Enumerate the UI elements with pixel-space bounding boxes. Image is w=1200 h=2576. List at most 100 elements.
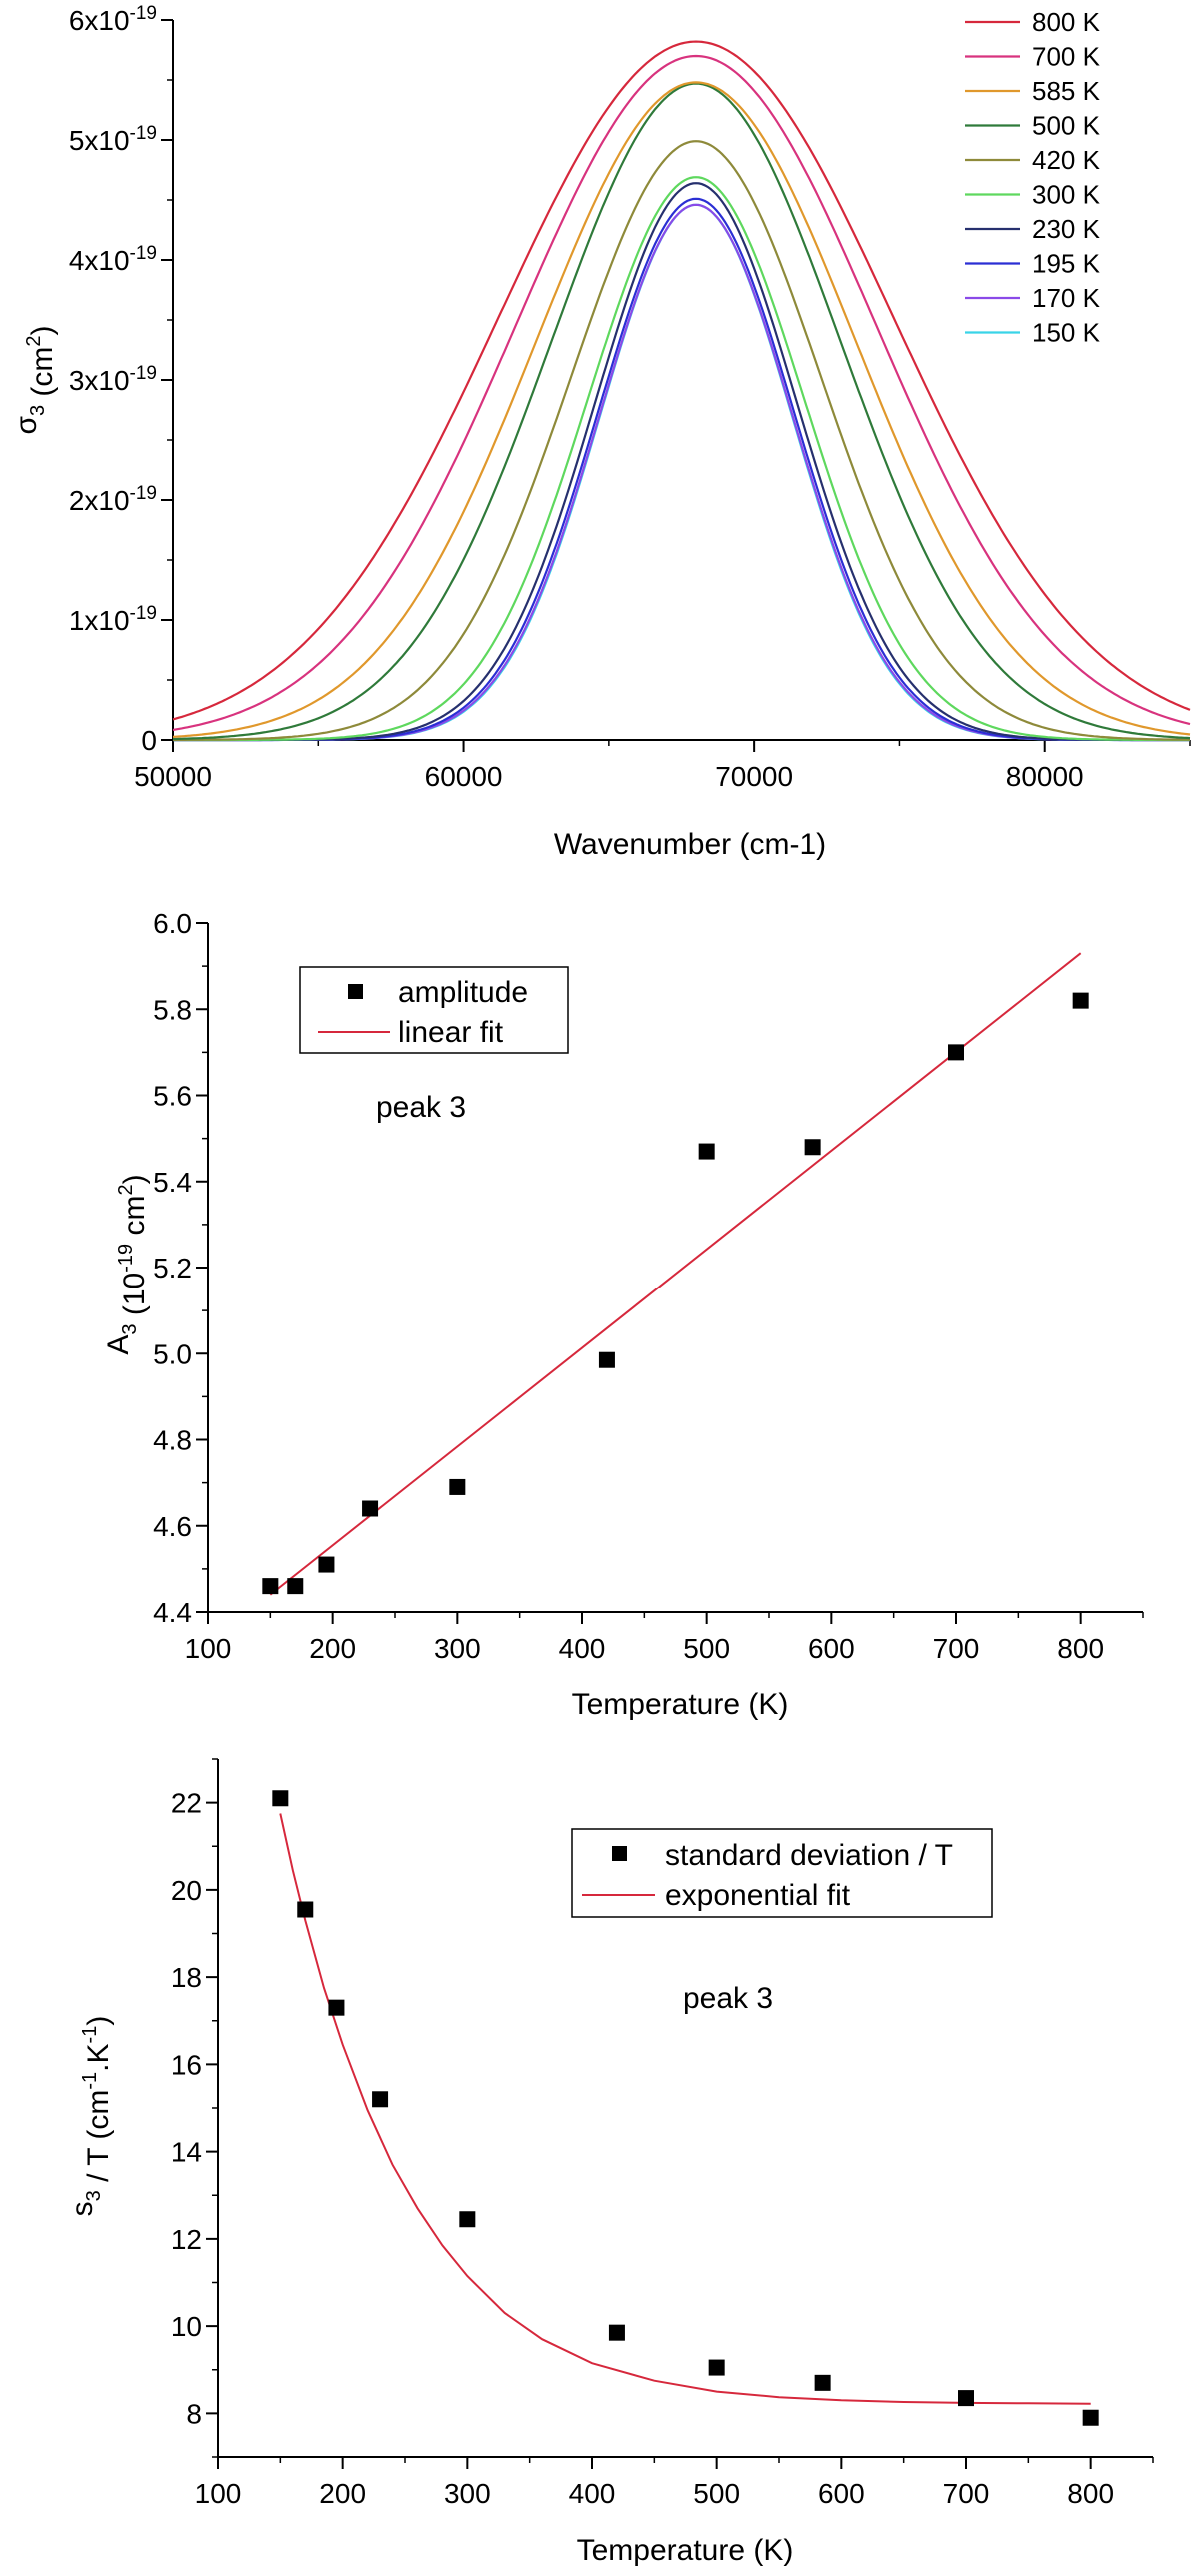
legend-box (571, 1828, 993, 1918)
tick-label: 14 (171, 2137, 202, 2168)
tick-label: 200 (309, 1633, 356, 1664)
tick-label: 8 (186, 2398, 202, 2429)
data-point (362, 1500, 379, 1517)
tick-label: 4.6 (153, 1511, 192, 1542)
tick-label: 20 (171, 1875, 202, 1906)
tick-label: 600 (818, 2478, 865, 2509)
y-axis-title: σ3 (cm2) (10, 325, 59, 434)
tick-label: 3x10-19 (69, 363, 157, 396)
data-point (708, 2359, 725, 2376)
tick-label: 4x10-19 (69, 243, 157, 276)
tick-label: 16 (171, 2049, 202, 2080)
series-line-300k (173, 176, 1190, 742)
amplitude-chart: 100 200 300 400 500 600 700 800 4.4 4.6 4.8 5.0 5.2 5… (102, 908, 1144, 1721)
data-point (372, 2091, 389, 2108)
series-line-585k (172, 81, 1191, 738)
annotation: peak 3 (376, 1091, 466, 1124)
legend-label: 585 K (1032, 76, 1101, 106)
data-point (598, 1351, 615, 1368)
series-line-230k (173, 182, 1190, 742)
series-line-500k (173, 82, 1191, 741)
y-axis-title: A3 (10-19 cm2) (102, 1174, 151, 1354)
legend-label: standard deviation / T (665, 1839, 953, 1872)
tick-label: 10 (171, 2311, 202, 2342)
legend-label: 195 K (1032, 249, 1101, 279)
legend-label: 420 K (1032, 145, 1101, 175)
data-point (287, 1578, 304, 1595)
tick-label: 5.2 (153, 1253, 192, 1284)
data-point (1082, 2409, 1099, 2426)
data-point (272, 1790, 289, 1807)
tick-label: 200 (319, 2478, 366, 2509)
tick-label: 4.4 (153, 1597, 192, 1628)
data-point (958, 2390, 974, 2407)
tick-label: 5.8 (153, 994, 192, 1025)
data-point (262, 1578, 279, 1595)
data-point (804, 1139, 821, 1156)
tick-label: 50000 (134, 761, 212, 792)
spectra-chart: 50000 60000 70000 80000 0 1x10-19 2x10-19 3x10-… (10, 3, 1191, 861)
tick-label: 6x10-19 (69, 3, 157, 36)
legend-label: 230 K (1032, 214, 1101, 244)
tick-label: 60000 (425, 761, 503, 792)
y-axis-title: s3 / T (cm-1.K-1) (66, 2016, 115, 2217)
tick-label: 5.6 (153, 1081, 192, 1112)
data-point (814, 2374, 831, 2391)
legend-box (299, 966, 569, 1054)
tick-label: 80000 (1006, 761, 1084, 792)
tick-label: 700 (933, 1633, 980, 1664)
annotation: peak 3 (683, 1982, 773, 2015)
tick-label: 600 (808, 1633, 855, 1664)
tick-label: 0 (141, 725, 157, 756)
legend-label: 700 K (1032, 42, 1101, 72)
legend-marker (348, 984, 363, 999)
tick-label: 5.0 (153, 1338, 192, 1369)
x-axis-title: Wavenumber (cm-1) (554, 828, 826, 861)
legend-label: 500 K (1032, 111, 1101, 141)
series-line-700k (172, 54, 1191, 731)
legend-label: 150 K (1032, 318, 1101, 348)
tick-label: 500 (683, 1633, 730, 1664)
data-point (459, 2211, 476, 2228)
series-line-800k (172, 40, 1191, 721)
data-point (297, 1901, 314, 1918)
tick-label: 500 (693, 2478, 740, 2509)
tick-label: 70000 (715, 761, 793, 792)
tick-label: 5x10-19 (69, 123, 157, 156)
stddev-chart: 100 200 300 400 500 600 700 800 8 10 12 14 16 18 20 22 s… (66, 1758, 1154, 2567)
tick-label: 5.4 (153, 1167, 192, 1198)
legend-label: 300 K (1032, 180, 1101, 210)
tick-label: 22 (171, 1788, 202, 1819)
tick-label: 18 (171, 1962, 202, 1993)
data-point (1072, 992, 1089, 1009)
fit-line (269, 952, 1082, 1596)
legend-marker (612, 1846, 627, 1861)
series-line-420k (173, 140, 1191, 742)
tick-label: 12 (171, 2224, 202, 2255)
tick-label: 100 (195, 2478, 242, 2509)
data-point (328, 1999, 345, 2016)
x-axis-title: Temperature (K) (572, 1688, 789, 1721)
tick-label: 800 (1067, 2478, 1114, 2509)
tick-label: 400 (569, 2478, 616, 2509)
data-point (948, 1044, 964, 1061)
tick-label: 6.0 (153, 908, 192, 939)
legend-label: linear fit (398, 1016, 504, 1049)
data-point (608, 2324, 625, 2341)
tick-label: 800 (1057, 1633, 1104, 1664)
tick-label: 1x10-19 (69, 603, 157, 636)
data-point (698, 1143, 715, 1160)
tick-label: 400 (559, 1633, 606, 1664)
legend-label: 800 K (1032, 7, 1101, 37)
tick-label: 100 (185, 1633, 232, 1664)
tick-label: 700 (943, 2478, 990, 2509)
legend-label: exponential fit (665, 1879, 851, 1912)
tick-label: 2x10-19 (69, 483, 157, 516)
data-point (318, 1556, 335, 1573)
tick-label: 4.8 (153, 1425, 192, 1456)
legend-label: 170 K (1032, 283, 1101, 313)
legend-label: amplitude (398, 976, 528, 1009)
tick-label: 300 (444, 2478, 491, 2509)
x-axis-title: Temperature (K) (577, 2534, 794, 2567)
data-point (449, 1478, 466, 1495)
